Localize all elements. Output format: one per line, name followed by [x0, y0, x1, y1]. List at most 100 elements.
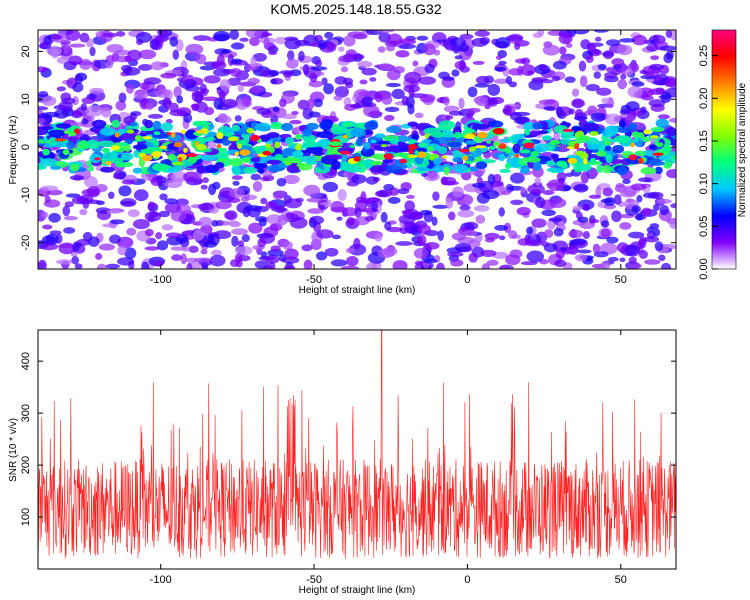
heatmap-blob: [361, 96, 373, 107]
heatmap-blob: [585, 83, 600, 92]
heatmap-peak: [227, 136, 239, 142]
heatmap-peak: [114, 132, 120, 138]
heatmap-blob: [369, 77, 377, 82]
heatmap-blob: [270, 245, 281, 252]
heatmap-blob: [305, 122, 319, 131]
heatmap-peak: [464, 133, 476, 140]
heatmap-blob: [85, 105, 104, 117]
heatmap-blob: [572, 205, 583, 211]
heatmap-peak: [349, 144, 355, 148]
heatmap-blob: [252, 52, 267, 62]
heatmap-peak: [111, 150, 117, 157]
heatmap-blob: [364, 215, 374, 222]
heatmap-blob: [41, 211, 49, 218]
heatmap-blob: [208, 233, 215, 245]
heatmap-blob: [330, 200, 345, 213]
heatmap-blob: [619, 135, 631, 144]
heatmap-blob: [413, 247, 429, 259]
heatmap-blob: [91, 119, 107, 129]
heatmap-blob: [466, 112, 474, 119]
heatmap-blob: [38, 259, 47, 269]
heatmap-peak: [523, 142, 535, 149]
heatmap-blob: [143, 77, 162, 85]
heatmap-blob: [331, 234, 342, 240]
heatmap-blob: [207, 140, 217, 150]
heatmap-blob: [239, 37, 249, 42]
heatmap-blob: [366, 207, 373, 216]
heatmap-blob: [152, 163, 170, 172]
spectrogram-heatmap: [38, 30, 676, 269]
heatmap-blob: [183, 79, 197, 88]
heatmap-blob: [215, 200, 232, 210]
heatmap-blob: [65, 30, 81, 41]
heatmap-blob: [165, 119, 173, 124]
heatmap-blob: [602, 50, 614, 60]
heatmap-blob: [186, 262, 193, 269]
heatmap-blob: [124, 247, 137, 260]
heatmap-blob: [357, 60, 373, 68]
heatmap-blob: [582, 231, 591, 239]
heatmap-blob: [541, 209, 556, 217]
heatmap-blob: [564, 76, 576, 83]
heatmap-blob: [572, 30, 590, 35]
heatmap-blob: [68, 55, 83, 66]
heatmap-blob: [240, 196, 250, 202]
heatmap-blob: [191, 90, 204, 103]
heatmap-blob: [102, 223, 116, 228]
heatmap-blob: [437, 230, 445, 242]
heatmap-blob: [604, 71, 618, 79]
heatmap-blob: [348, 243, 367, 256]
heatmap-peak: [643, 129, 652, 135]
heatmap-blob: [336, 216, 343, 221]
heatmap-blob: [72, 82, 84, 93]
heatmap-peak: [542, 135, 553, 141]
heatmap-blob: [525, 156, 541, 163]
y-tick-label: -10: [20, 187, 32, 203]
heatmap-blob: [159, 193, 168, 201]
heatmap-blob: [188, 245, 199, 253]
heatmap-blob: [87, 165, 95, 172]
heatmap-blob: [414, 112, 424, 119]
heatmap-peak: [638, 158, 644, 164]
heatmap-blob: [250, 173, 261, 181]
heatmap-blob: [670, 203, 676, 209]
heatmap-blob: [144, 228, 154, 237]
heatmap-blob: [451, 150, 461, 156]
heatmap-blob: [657, 198, 672, 204]
heatmap-blob: [175, 198, 189, 206]
heatmap-peak: [574, 143, 580, 150]
heatmap-blob: [452, 157, 463, 163]
heatmap-blob: [277, 214, 288, 226]
heatmap-blob: [209, 254, 226, 267]
heatmap-peak: [265, 143, 271, 149]
heatmap-peak: [120, 141, 128, 147]
heatmap-blob: [257, 168, 265, 174]
heatmap-blob: [619, 38, 636, 43]
heatmap-peak: [441, 155, 448, 159]
heatmap-blob: [57, 243, 74, 249]
heatmap-blob: [256, 107, 272, 115]
heatmap-blob: [627, 85, 643, 98]
colorbar-tick-label: 0.05: [698, 216, 710, 237]
heatmap-peak: [195, 143, 207, 151]
heatmap-blob: [322, 181, 339, 193]
heatmap-blob: [115, 100, 127, 111]
heatmap-blob: [281, 122, 294, 132]
heatmap-blob: [622, 178, 631, 185]
heatmap-blob: [84, 176, 98, 188]
heatmap-blob: [118, 92, 127, 103]
heatmap-blob: [436, 262, 445, 269]
heatmap-blob: [56, 56, 69, 64]
heatmap-blob: [473, 205, 490, 212]
heatmap-blob: [510, 199, 524, 206]
heatmap-blob: [617, 79, 628, 90]
heatmap-blob: [324, 31, 334, 39]
heatmap-blob: [273, 193, 284, 200]
heatmap-blob: [38, 139, 52, 144]
heatmap-blob: [202, 96, 219, 102]
heatmap-peak: [342, 134, 348, 139]
heatmap-blob: [106, 209, 121, 214]
heatmap-blob: [562, 185, 571, 192]
heatmap-blob: [297, 99, 310, 110]
heatmap-blob: [619, 109, 630, 115]
